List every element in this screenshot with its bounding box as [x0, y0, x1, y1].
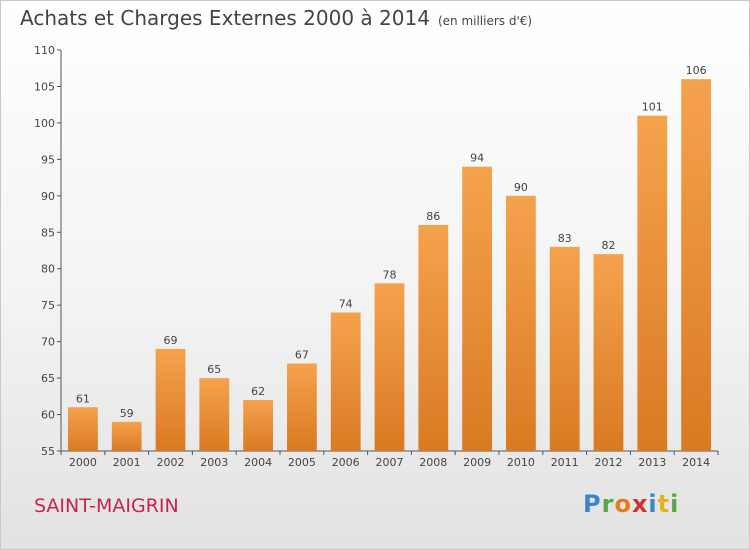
chart-title: Achats et Charges Externes 2000 à 2014 (e… [20, 6, 532, 30]
x-tick-label: 2005 [288, 456, 316, 469]
value-label-2006: 74 [339, 297, 353, 310]
logo-letter: P [583, 490, 602, 518]
bar-2004 [243, 399, 273, 451]
x-tick-label: 2011 [551, 456, 579, 469]
logo-letter: i [648, 490, 658, 518]
value-label-2014: 106 [686, 64, 707, 77]
x-tick-label: 2008 [419, 456, 447, 469]
value-label-2007: 78 [383, 268, 397, 281]
x-tick-label: 2007 [376, 456, 404, 469]
bar-2006 [330, 312, 361, 451]
logo-letter: r [601, 490, 615, 518]
bar-2008 [418, 224, 449, 451]
y-tick-label: 70 [41, 336, 55, 349]
x-tick-label: 2006 [332, 456, 360, 469]
value-label-2000: 61 [76, 392, 90, 405]
chart-bars [68, 79, 711, 452]
bar-2003 [199, 378, 230, 451]
y-tick-label: 90 [41, 190, 55, 203]
bar-2000 [68, 407, 98, 451]
value-label-2010: 90 [514, 181, 528, 194]
bar-2012 [593, 254, 624, 451]
y-tick-label: 95 [41, 153, 55, 166]
y-tick-label: 110 [34, 44, 55, 57]
bar-2007 [374, 283, 405, 451]
y-tick-label: 80 [41, 263, 55, 276]
x-tick-label: 2003 [200, 456, 228, 469]
y-tick-label: 60 [41, 409, 55, 422]
value-label-2009: 94 [470, 152, 484, 165]
bar-2001 [111, 421, 142, 451]
chart-labels: 2000 61 2001 59 2002 69 2003 65 2004 62 2005 67 2006… [69, 64, 710, 469]
commune-name: SAINT-MAIGRIN [34, 495, 179, 517]
y-tick-label: 100 [34, 117, 55, 130]
x-tick-label: 2009 [463, 456, 491, 469]
logo-letter: x [631, 490, 649, 518]
value-label-2002: 69 [164, 334, 178, 347]
value-label-2012: 82 [602, 239, 616, 252]
logo-letter: i [670, 490, 680, 518]
x-tick-label: 2000 [69, 456, 97, 469]
chart-title-text: Achats et Charges Externes 2000 à 2014 [20, 6, 430, 30]
y-tick-label: 105 [34, 80, 55, 93]
x-tick-label: 2004 [244, 456, 272, 469]
bar-2013 [637, 115, 668, 452]
x-tick-label: 2002 [157, 456, 185, 469]
y-tick-label: 55 [41, 445, 55, 458]
value-label-2001: 59 [120, 407, 134, 420]
y-tick-label: 65 [41, 372, 55, 385]
value-label-2011: 83 [558, 232, 572, 245]
bar-2011 [549, 246, 580, 451]
value-label-2004: 62 [251, 385, 265, 398]
logo-letter: o [614, 490, 632, 518]
y-tick-label: 75 [41, 299, 55, 312]
value-label-2008: 86 [426, 210, 440, 223]
bar-2005 [287, 363, 317, 451]
value-label-2005: 67 [295, 349, 309, 362]
bar-2010 [506, 195, 536, 451]
x-tick-label: 2012 [595, 456, 623, 469]
value-label-2003: 65 [207, 363, 221, 376]
logo-letter: t [657, 490, 671, 518]
bar-2002 [155, 348, 186, 451]
x-tick-label: 2001 [113, 456, 141, 469]
chart-subtitle: (en milliers d'€) [437, 14, 533, 28]
x-tick-label: 2014 [682, 456, 710, 469]
bar-2009 [462, 166, 492, 451]
bar-2014 [681, 79, 711, 451]
x-tick-label: 2013 [638, 456, 666, 469]
y-tick-label: 85 [41, 226, 55, 239]
value-label-2013: 101 [642, 101, 663, 114]
x-tick-label: 2010 [507, 456, 535, 469]
proxiti-logo[interactable]: Proxiti [583, 490, 679, 518]
